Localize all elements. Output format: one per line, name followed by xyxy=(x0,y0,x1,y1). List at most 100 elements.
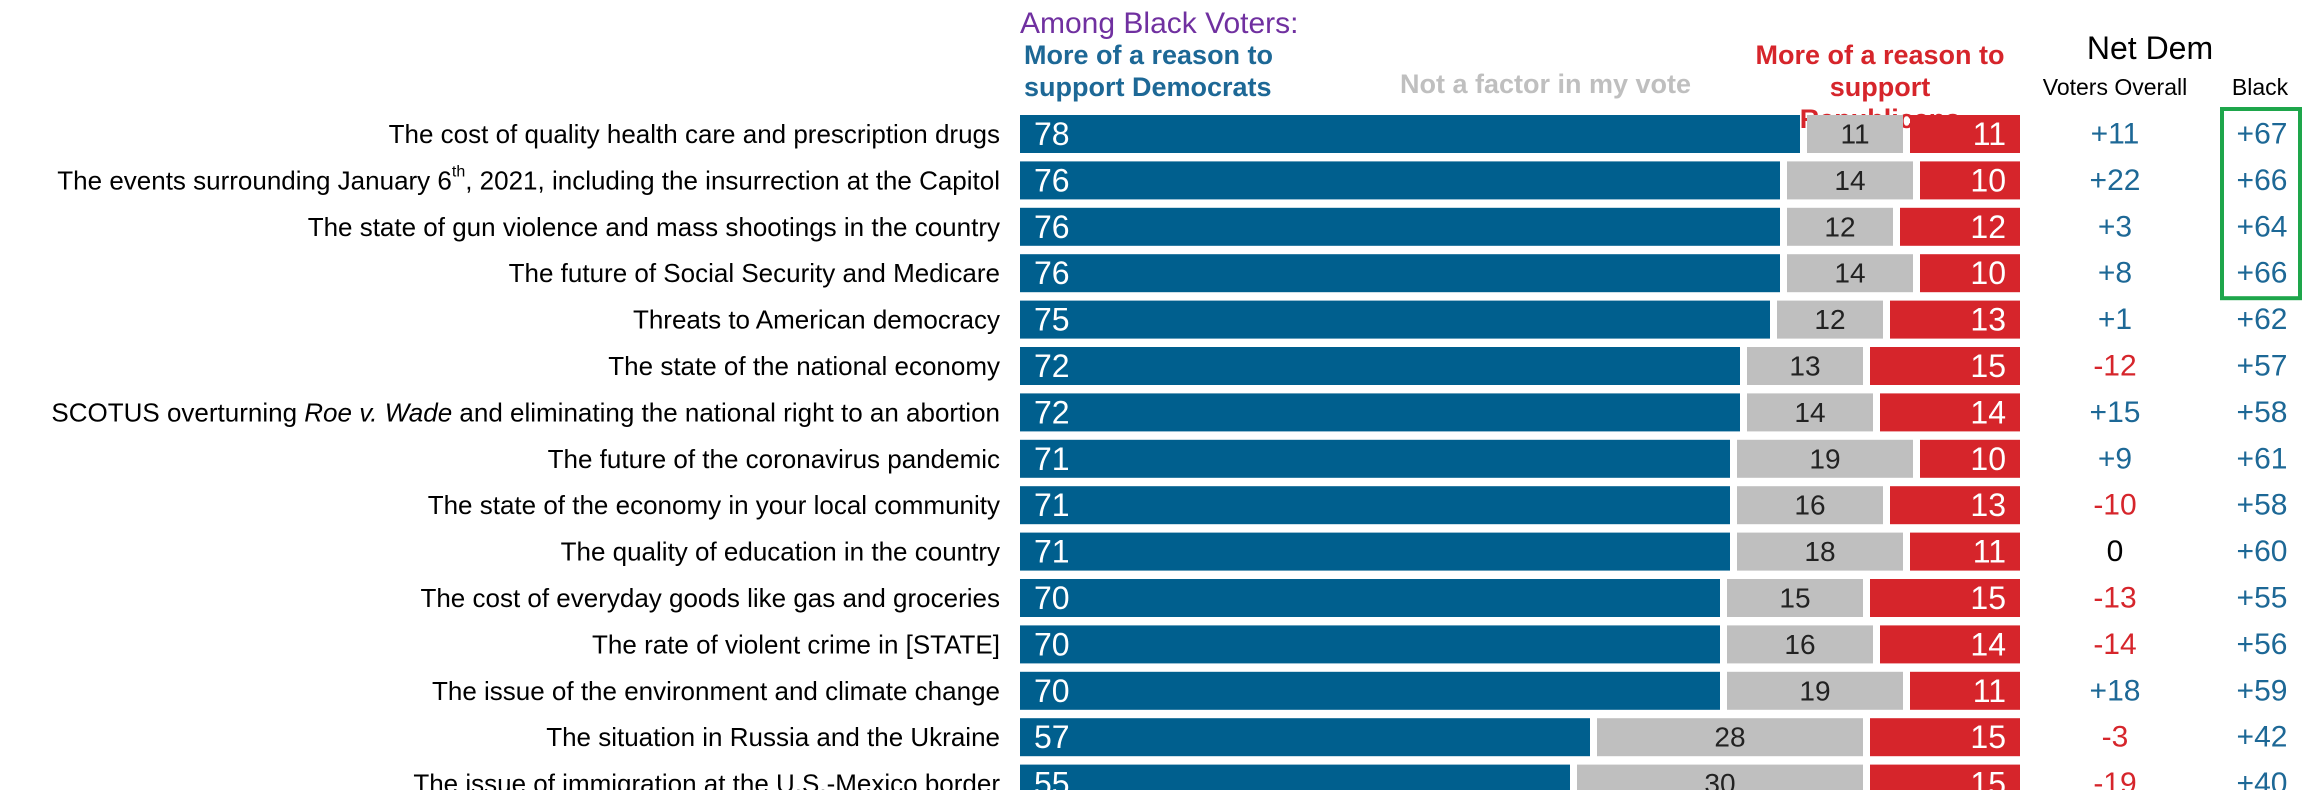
dem-value-label: 75 xyxy=(1034,302,1070,338)
rep-value-label: 14 xyxy=(1970,394,2006,430)
net-black-value: +59 xyxy=(2237,674,2288,707)
dem-bar xyxy=(1020,161,1780,200)
dem-bar xyxy=(1020,764,1570,790)
neutral-value-label: 14 xyxy=(1834,165,1865,196)
net-black-value: +42 xyxy=(2237,721,2288,754)
rep-value-label: 15 xyxy=(1970,580,2006,616)
rep-bar xyxy=(1900,207,2020,246)
rep-bar xyxy=(1870,347,2020,385)
neutral-bar xyxy=(1787,161,1913,200)
dem-value-label: 76 xyxy=(1034,255,1070,291)
net-black-value: +40 xyxy=(2237,767,2288,790)
dem-value-label: 72 xyxy=(1034,348,1070,384)
neutral-value-label: 12 xyxy=(1814,304,1845,335)
net-overall-value: +22 xyxy=(2090,164,2141,197)
dem-bar xyxy=(1020,115,1800,153)
category-label: The issue of the environment and climate… xyxy=(432,676,1000,706)
net-black-value: +60 xyxy=(2237,535,2288,568)
net-black-value: +62 xyxy=(2237,303,2288,336)
neutral-bar xyxy=(1737,532,1903,571)
rep-bar xyxy=(1870,718,2020,757)
neutral-bar xyxy=(1737,439,1913,478)
neutral-value-label: 16 xyxy=(1784,629,1815,660)
dem-value-label: 70 xyxy=(1034,673,1070,709)
rep-bar xyxy=(1920,254,2020,293)
category-label: The future of the coronavirus pandemic xyxy=(548,444,1000,474)
rep-bar xyxy=(1890,486,2020,525)
neutral-value-label: 14 xyxy=(1794,397,1825,428)
neutral-bar xyxy=(1807,115,1903,153)
net-overall-value: +18 xyxy=(2090,674,2141,707)
net-black-value: +64 xyxy=(2237,210,2288,243)
neutral-bar xyxy=(1577,764,1863,790)
dem-value-label: 70 xyxy=(1034,626,1070,662)
neutral-bar xyxy=(1737,486,1883,525)
neutral-bar xyxy=(1787,254,1913,293)
neutral-value-label: 28 xyxy=(1714,722,1745,753)
category-label: The cost of quality health care and pres… xyxy=(389,119,1000,149)
dem-bar xyxy=(1020,671,1720,710)
dem-bar xyxy=(1020,579,1720,617)
neutral-bar xyxy=(1727,671,1903,710)
rep-value-label: 13 xyxy=(1970,487,2006,523)
black-header: Black xyxy=(2231,74,2289,100)
highlight-box xyxy=(2220,107,2302,301)
net-black-value: +58 xyxy=(2237,489,2288,522)
category-label: The state of the economy in your local c… xyxy=(428,490,1000,520)
rep-value-label: 11 xyxy=(1973,116,2006,152)
category-label: Threats to American democracy xyxy=(633,305,1000,335)
neutral-value-label: 14 xyxy=(1834,258,1865,289)
category-label: The rate of violent crime in [STATE] xyxy=(592,629,1000,659)
dem-value-label: 76 xyxy=(1034,209,1070,245)
dem-bar xyxy=(1020,347,1740,385)
rep-value-label: 15 xyxy=(1970,348,2006,384)
neutral-value-label: 13 xyxy=(1789,351,1820,382)
rep-bar xyxy=(1910,115,2020,153)
category-label: The state of the national economy xyxy=(608,351,1000,381)
dem-value-label: 78 xyxy=(1034,116,1070,152)
category-label: The situation in Russia and the Ukraine xyxy=(546,722,1000,752)
neutral-bar xyxy=(1787,207,1893,246)
rep-value-label: 13 xyxy=(1970,302,2006,338)
dem-value-label: 71 xyxy=(1034,487,1070,523)
neutral-value-label: 11 xyxy=(1840,119,1869,150)
net-overall-value: -13 xyxy=(2093,582,2136,615)
net-overall-value: +15 xyxy=(2090,396,2141,429)
rep-bar xyxy=(1870,579,2020,617)
rep-value-label: 15 xyxy=(1970,766,2006,790)
rep-legend-label: More of a reason to support Republicans xyxy=(1600,40,2010,136)
neutral-value-label: 15 xyxy=(1779,583,1810,614)
group-label: Among Black Voters: xyxy=(1020,7,1299,40)
category-label: The cost of everyday goods like gas and … xyxy=(420,583,1000,613)
dem-value-label: 72 xyxy=(1034,394,1070,430)
rep-value-label: 14 xyxy=(1970,626,2006,662)
neutral-value-label: 12 xyxy=(1824,211,1855,242)
rep-value-label: 10 xyxy=(1970,441,2006,477)
neutral-bar xyxy=(1747,347,1863,385)
net-overall-value: -19 xyxy=(2093,767,2136,790)
net-black-value: +61 xyxy=(2237,442,2288,475)
neutral-value-label: 18 xyxy=(1804,536,1835,567)
net-overall-value: +11 xyxy=(2091,118,2140,151)
dem-legend-label: More of a reason to support Democrats xyxy=(1024,40,1274,102)
net-overall-value: 0 xyxy=(2107,535,2124,568)
net-overall-value: -14 xyxy=(2093,628,2136,661)
rep-value-label: 11 xyxy=(1973,534,2006,570)
neutral-legend-label: Not a factor in my vote xyxy=(1400,69,1692,99)
net-black-value: +56 xyxy=(2237,628,2288,661)
neutral-bar xyxy=(1727,625,1873,664)
dem-bar xyxy=(1020,207,1780,246)
net-overall-value: -10 xyxy=(2093,489,2136,522)
category-label: The state of gun violence and mass shoot… xyxy=(308,212,1000,242)
dem-bar xyxy=(1020,393,1740,432)
rep-bar xyxy=(1880,393,2020,432)
dem-bar xyxy=(1020,486,1730,525)
net-black-value: +57 xyxy=(2237,350,2288,383)
category-label: SCOTUS overturning Roe v. Wade and elimi… xyxy=(51,397,1000,427)
dem-bar xyxy=(1020,532,1730,571)
neutral-value-label: 30 xyxy=(1704,768,1735,790)
rep-value-label: 15 xyxy=(1970,719,2006,755)
rep-bar xyxy=(1890,300,2020,339)
neutral-value-label: 19 xyxy=(1799,675,1830,706)
rep-value-label: 12 xyxy=(1970,209,2006,245)
